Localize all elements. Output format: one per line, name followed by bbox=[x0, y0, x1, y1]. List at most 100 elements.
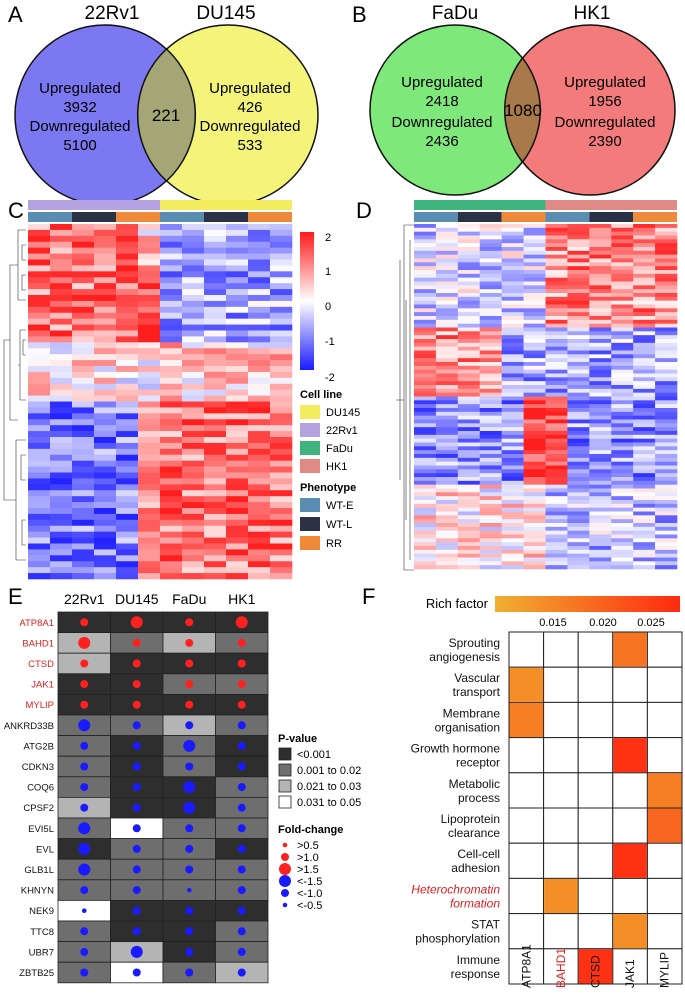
heatmap-cell bbox=[182, 484, 205, 491]
heatmap-cell bbox=[501, 358, 524, 363]
heatmap-cell bbox=[248, 354, 271, 361]
heatmap-cell bbox=[611, 235, 634, 240]
heatmap-cell bbox=[50, 425, 73, 432]
heatmap-cell bbox=[204, 573, 227, 580]
bubble-dot bbox=[132, 700, 141, 709]
heatmap-cell bbox=[589, 488, 612, 493]
heatmap-cell bbox=[611, 270, 634, 275]
heatmap-cell bbox=[72, 496, 95, 503]
heatmap-cell bbox=[435, 285, 459, 290]
heatmap-cell bbox=[160, 336, 183, 343]
heatmap-cell bbox=[435, 500, 459, 505]
heatmap-cell bbox=[435, 515, 459, 520]
heatmap-cell bbox=[204, 324, 227, 331]
heatmap-cell bbox=[116, 253, 139, 260]
heatmap-cell bbox=[414, 469, 437, 474]
heatmap-cell bbox=[28, 277, 51, 284]
heatmap-cell bbox=[248, 454, 271, 461]
heatmap-cell bbox=[457, 285, 481, 290]
heatmap-cell bbox=[50, 448, 73, 456]
heatmap-cell bbox=[182, 395, 205, 402]
heatmap-cell bbox=[523, 304, 546, 309]
heatmap-cell bbox=[160, 490, 183, 497]
heatmap-cell bbox=[138, 277, 161, 284]
heatmap-cell bbox=[545, 404, 568, 409]
heatmap-cell bbox=[501, 549, 524, 554]
bubble-dot bbox=[132, 906, 141, 915]
heatmap-cell bbox=[523, 266, 546, 271]
heatmap-cell bbox=[28, 289, 51, 296]
heatmap-cell bbox=[523, 308, 546, 313]
heatmap-cell bbox=[226, 259, 249, 266]
bubble-dot bbox=[235, 616, 248, 629]
heatmap-cell bbox=[248, 431, 271, 438]
bubble-dot bbox=[185, 927, 194, 936]
heatmap-cell bbox=[204, 561, 227, 568]
heatmap-cell bbox=[226, 543, 249, 550]
heatmap-cell bbox=[611, 496, 634, 501]
heatmap-cell bbox=[138, 561, 161, 568]
heatmap-cell bbox=[435, 496, 459, 501]
heatmap-cell bbox=[567, 277, 590, 282]
heatmap-cell bbox=[116, 224, 139, 231]
heatmap-cell bbox=[457, 454, 481, 459]
heatmap-cell bbox=[633, 331, 656, 336]
heatmap-cell bbox=[160, 259, 183, 266]
heatmap-cell bbox=[182, 224, 205, 231]
heatmap-cell bbox=[589, 557, 612, 562]
heatmap-cell bbox=[226, 484, 249, 491]
heatmap-cell bbox=[611, 565, 634, 570]
heatmap-cell bbox=[50, 478, 73, 485]
enrichment-cell bbox=[508, 877, 545, 915]
heatmap-cell bbox=[50, 431, 73, 438]
cell-line-label: FaDu bbox=[326, 443, 353, 455]
bubble-dot bbox=[132, 659, 141, 668]
heatmap-cell bbox=[545, 358, 568, 363]
heatmap-cell bbox=[633, 289, 656, 294]
heatmap-cell bbox=[589, 316, 612, 321]
heatmap-cell bbox=[545, 561, 568, 566]
heatmap-cell bbox=[589, 293, 612, 298]
heatmap-cell bbox=[50, 371, 73, 379]
cell-line-swatch bbox=[300, 459, 320, 473]
heatmap-cell bbox=[611, 442, 634, 447]
heatmap-cell bbox=[50, 508, 73, 515]
heatmap-cell bbox=[457, 227, 481, 232]
foldchange-dot bbox=[279, 875, 291, 887]
venn-a-overlap bbox=[137, 47, 196, 183]
heatmap-cell bbox=[28, 513, 51, 521]
heatmap-cell bbox=[545, 480, 568, 485]
heatmap-cell bbox=[457, 289, 481, 294]
phenotype-legend: WT-EWT-LRR bbox=[300, 498, 354, 550]
bubble-dot bbox=[132, 783, 141, 792]
heatmap-cell bbox=[545, 266, 568, 271]
heatmap-cell bbox=[589, 411, 612, 416]
heatmap-cell bbox=[182, 377, 205, 385]
heatmap-cell bbox=[611, 266, 634, 271]
heatmap-cell bbox=[94, 271, 117, 278]
heatmap-cell bbox=[523, 492, 546, 497]
heatmap-cell bbox=[226, 401, 249, 408]
pvalue-swatch bbox=[278, 763, 292, 777]
heatmap-cell bbox=[248, 224, 271, 231]
enrichment-term-label: transport bbox=[453, 685, 501, 699]
heatmap-cell bbox=[94, 342, 117, 349]
heatmap-cell bbox=[589, 385, 612, 390]
heatmap-cell bbox=[72, 508, 95, 515]
heatmap-cell bbox=[457, 235, 481, 240]
heatmap-cell bbox=[633, 300, 656, 305]
heatmap-cell bbox=[270, 253, 293, 260]
heatmap-cell bbox=[479, 538, 502, 543]
heatmap-cell bbox=[138, 389, 161, 396]
heatmap-cell bbox=[479, 484, 502, 489]
heatmap-cell bbox=[414, 557, 437, 562]
heatmap-cell bbox=[501, 404, 524, 409]
heatmap-cell bbox=[633, 526, 656, 531]
heatmap-cell bbox=[138, 448, 161, 456]
heatmap-cell bbox=[414, 235, 437, 240]
heatmap-cell bbox=[414, 254, 437, 259]
heatmap-cell bbox=[589, 319, 612, 324]
heatmap-cell bbox=[414, 327, 437, 332]
heatmap-cell bbox=[160, 442, 183, 450]
heatmap-cell bbox=[72, 460, 95, 467]
